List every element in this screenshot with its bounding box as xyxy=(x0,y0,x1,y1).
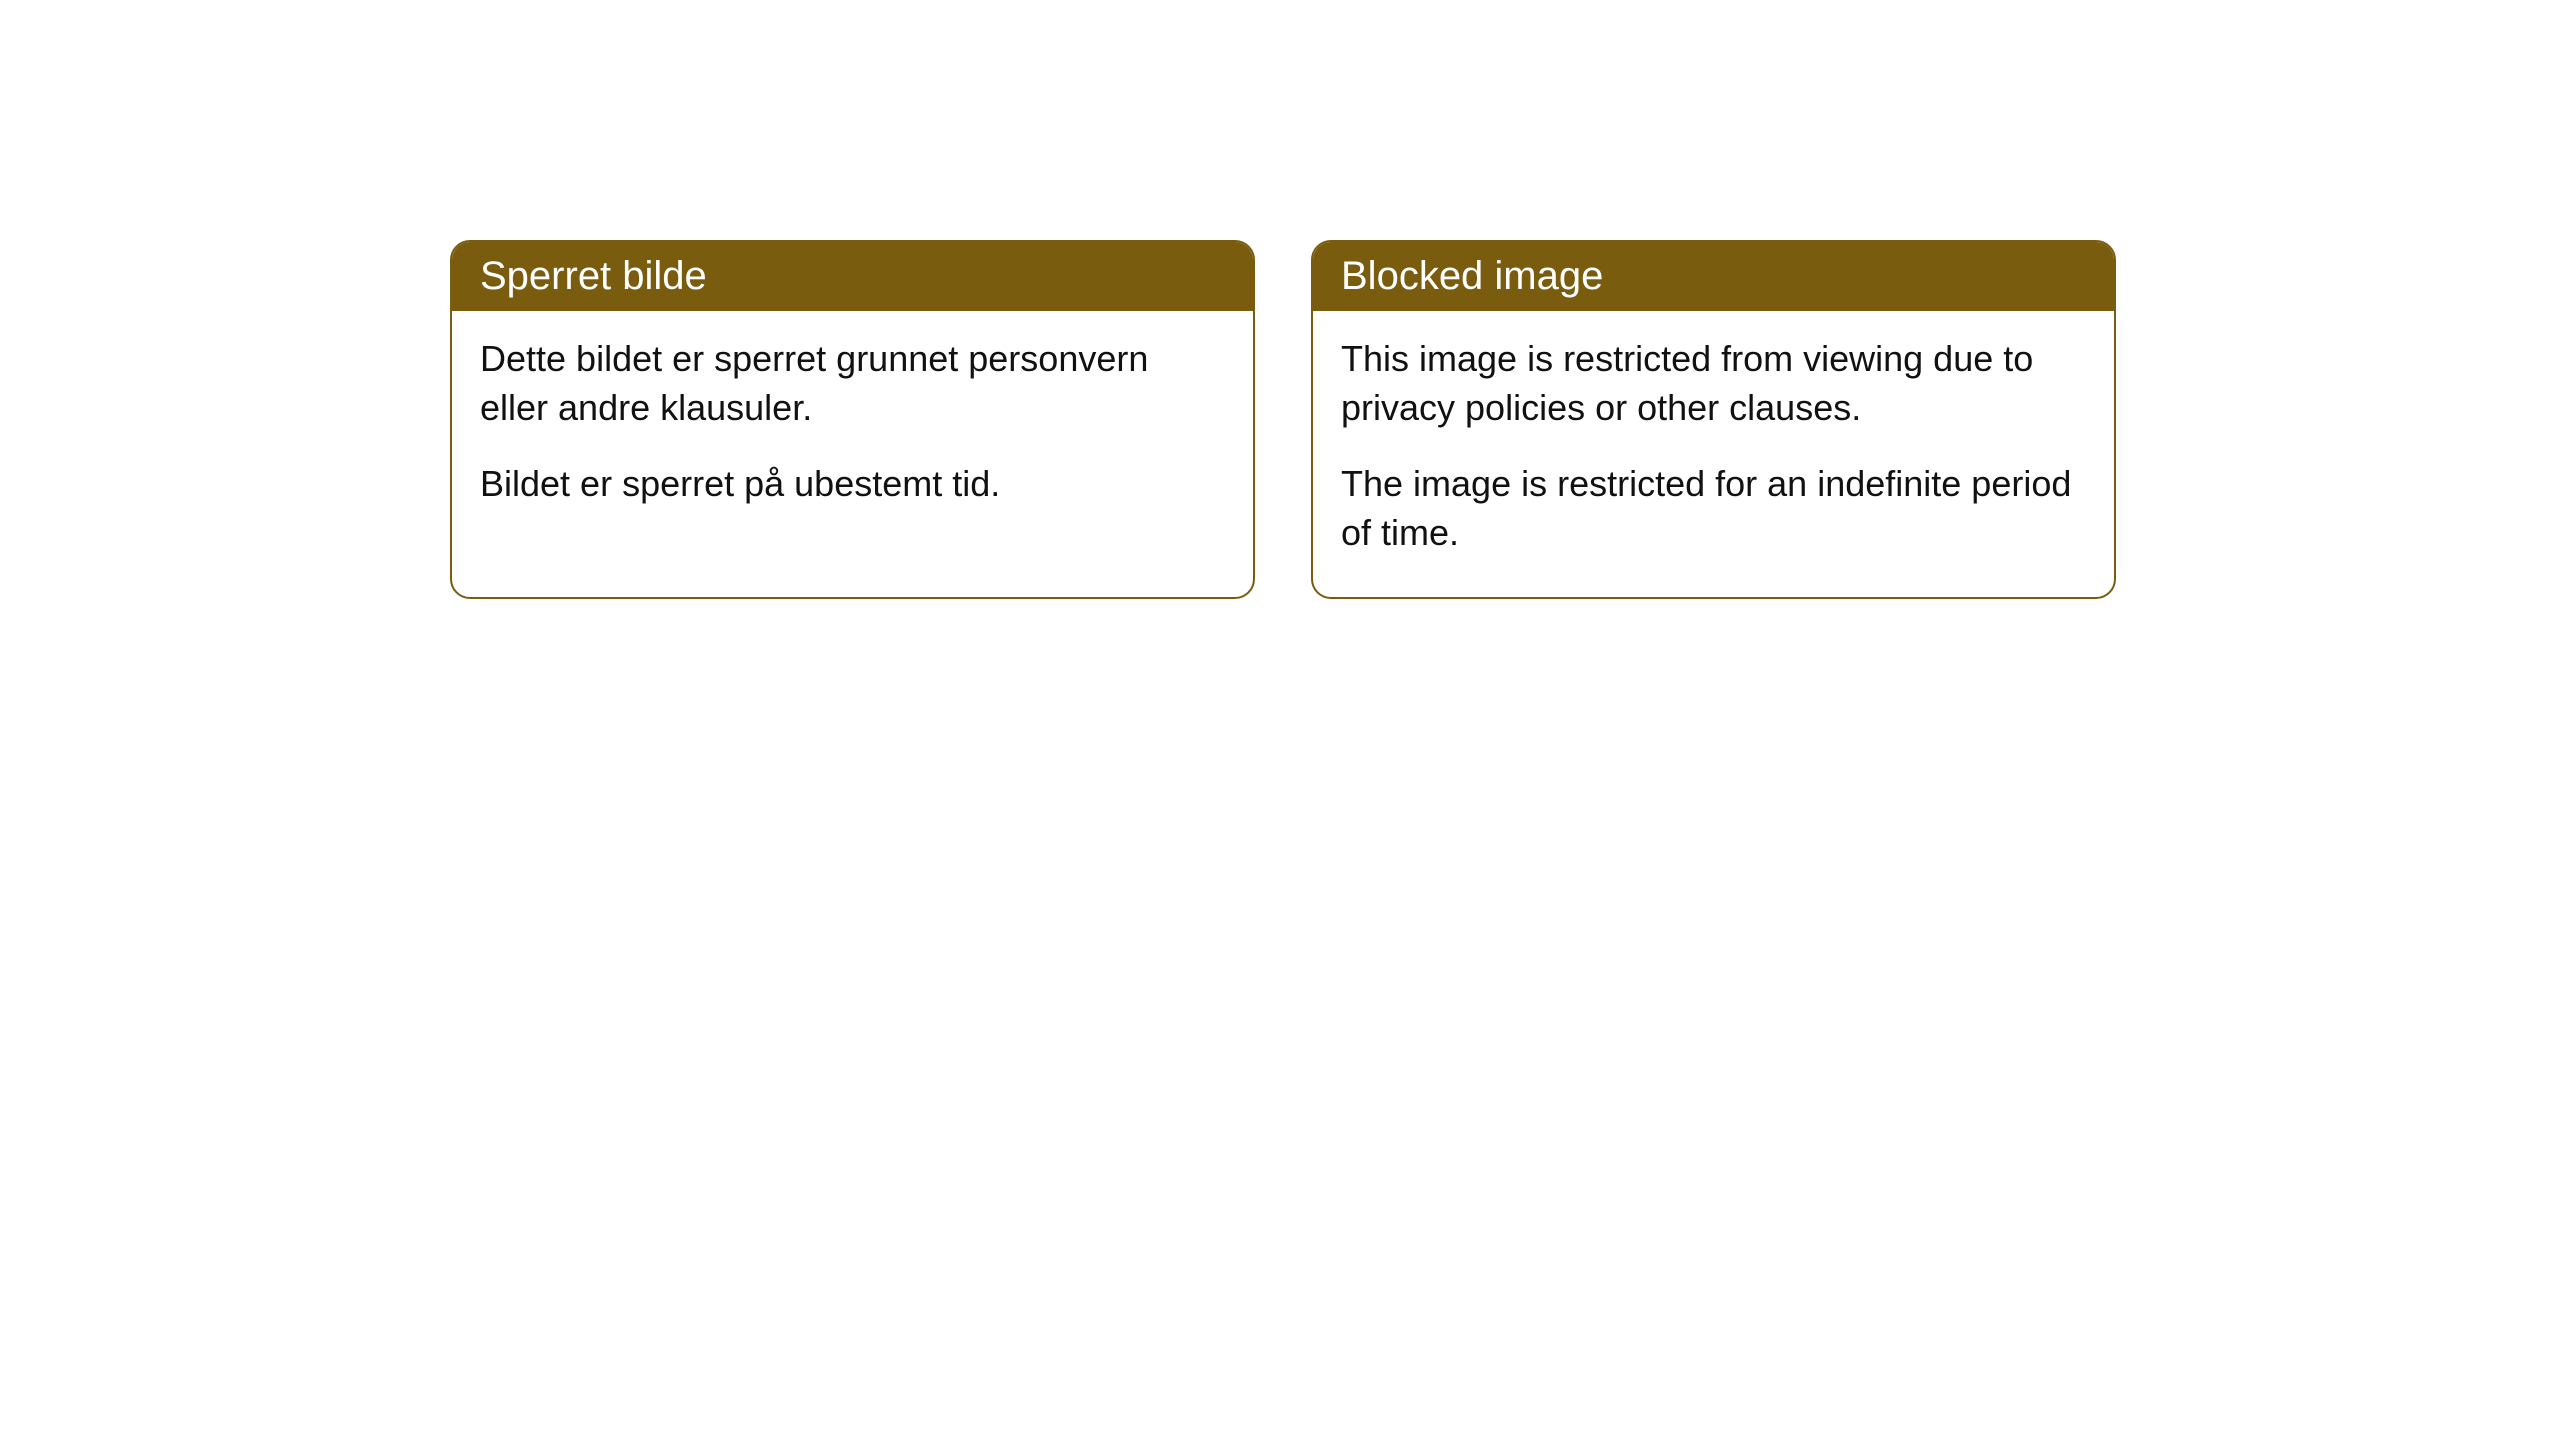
card-body: Dette bildet er sperret grunnet personve… xyxy=(452,311,1253,549)
card-title: Sperret bilde xyxy=(480,254,707,298)
card-title: Blocked image xyxy=(1341,254,1603,298)
card-paragraph: This image is restricted from viewing du… xyxy=(1341,335,2086,432)
notice-card-norwegian: Sperret bilde Dette bildet er sperret gr… xyxy=(450,240,1255,599)
card-header: Sperret bilde xyxy=(452,242,1253,311)
card-header: Blocked image xyxy=(1313,242,2114,311)
notice-card-english: Blocked image This image is restricted f… xyxy=(1311,240,2116,599)
card-paragraph: Bildet er sperret på ubestemt tid. xyxy=(480,460,1225,509)
card-paragraph: Dette bildet er sperret grunnet personve… xyxy=(480,335,1225,432)
card-body: This image is restricted from viewing du… xyxy=(1313,311,2114,597)
card-paragraph: The image is restricted for an indefinit… xyxy=(1341,460,2086,557)
notice-cards-container: Sperret bilde Dette bildet er sperret gr… xyxy=(450,240,2116,599)
